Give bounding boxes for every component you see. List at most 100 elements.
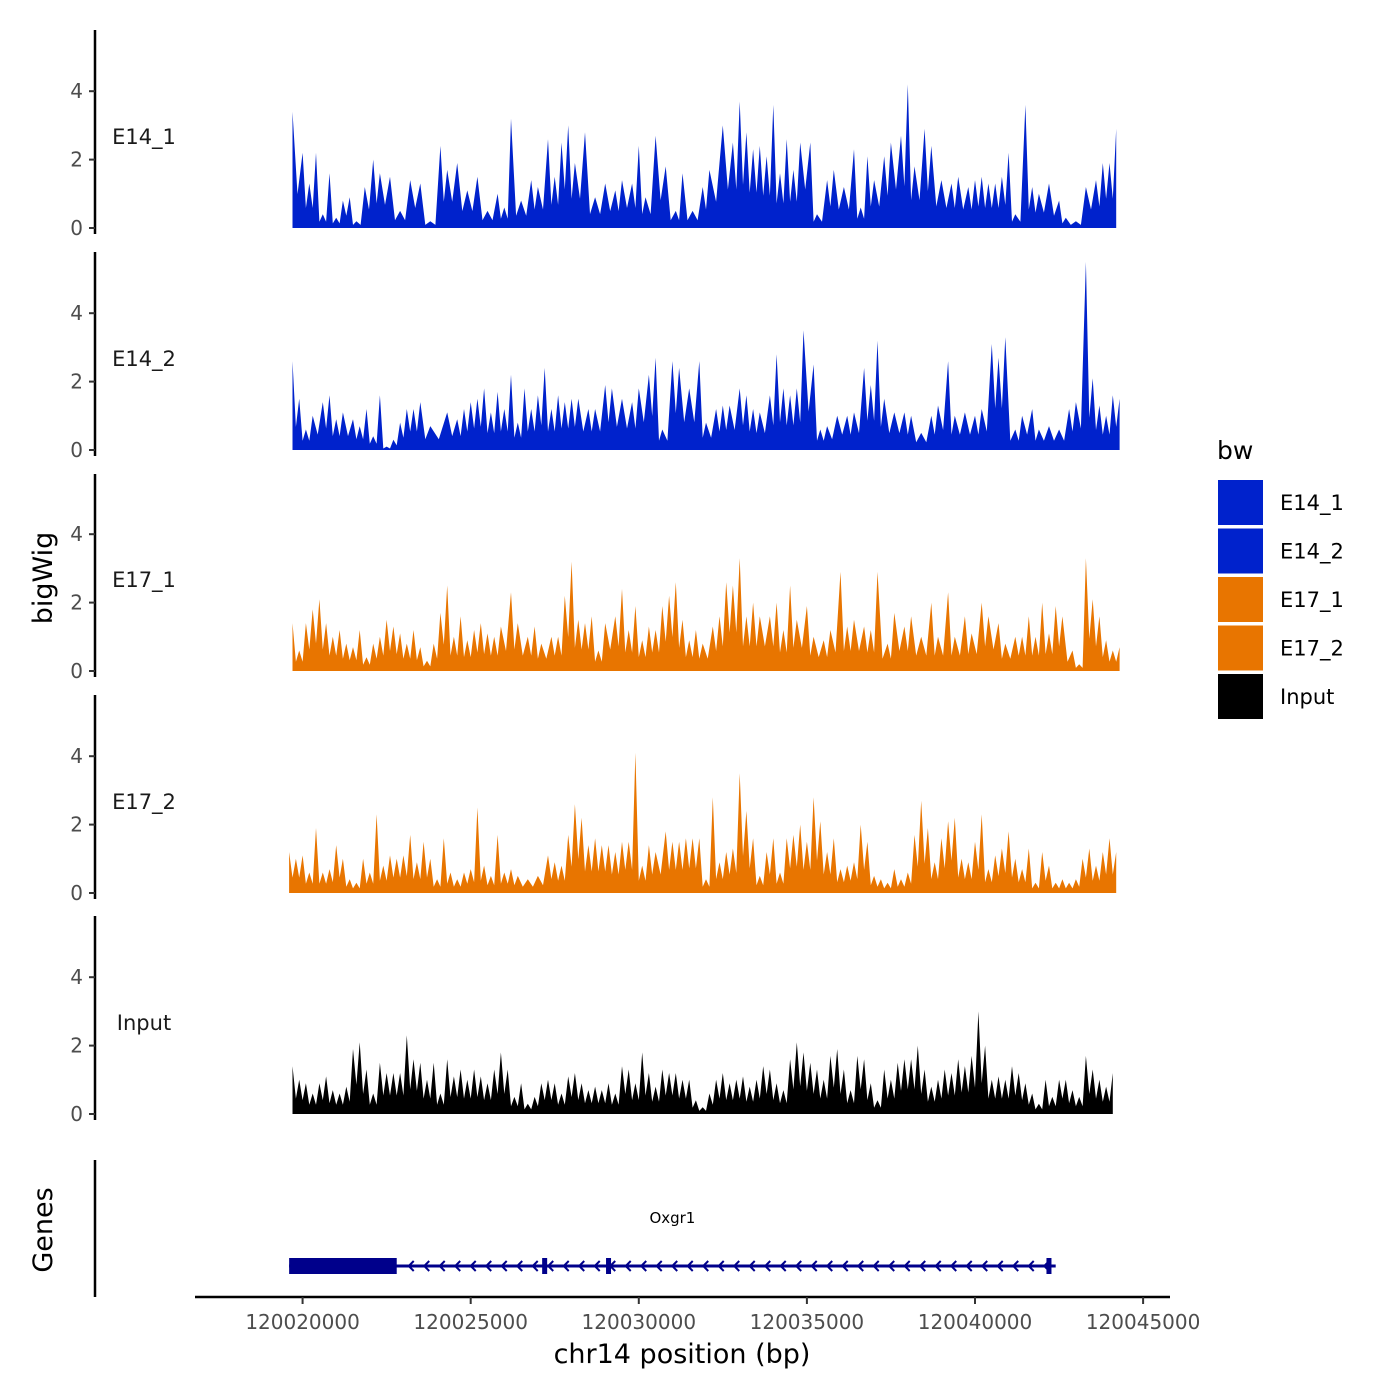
gene-exon-block — [289, 1258, 397, 1274]
x-tick-label: 120040000 — [918, 1310, 1033, 1334]
strand-arrow — [1042, 1260, 1050, 1272]
y-tick-label: 0 — [70, 881, 83, 905]
legend-swatch — [1218, 625, 1263, 671]
strand-arrow — [438, 1260, 446, 1272]
y-tick-label: 2 — [70, 813, 83, 837]
y-tick-label: 0 — [70, 438, 83, 462]
y-tick-label: 2 — [70, 370, 83, 394]
signal-area-e17-2 — [289, 752, 1117, 893]
x-tick-label: 120025000 — [413, 1310, 528, 1334]
track-label: E17_1 — [112, 568, 176, 593]
strand-arrow — [732, 1260, 740, 1272]
strand-arrow — [748, 1260, 756, 1272]
strand-arrow — [1027, 1260, 1035, 1272]
legend-swatch — [1218, 577, 1263, 622]
x-axis-title: chr14 position (bp) — [554, 1339, 811, 1370]
legend-title: bw — [1217, 436, 1253, 465]
strand-arrow — [996, 1260, 1004, 1272]
gene-exon-mark — [542, 1258, 548, 1274]
track-e17-2: 0 2 4 E17_2 — [70, 695, 1117, 905]
strand-arrow — [980, 1260, 988, 1272]
track-e14-1: 0 2 4 E14_1 — [70, 30, 1117, 240]
x-axis: 120020000 120025000 120030000 120035000 1200… — [195, 1295, 1201, 1334]
strand-arrow — [965, 1260, 973, 1272]
signal-area-input — [292, 1011, 1113, 1114]
strand-arrow — [407, 1260, 415, 1272]
y-tick-label: 4 — [70, 522, 83, 546]
strand-arrow — [872, 1260, 880, 1272]
y-tick-label: 4 — [70, 744, 83, 768]
track-label: E17_2 — [112, 790, 176, 815]
y-tick-label: 4 — [70, 79, 83, 103]
y-axis-title: bigWig — [28, 532, 59, 625]
signal-area-e14-1 — [292, 84, 1117, 229]
strand-arrow — [717, 1260, 725, 1272]
strand-arrow — [825, 1260, 833, 1272]
y-tick-label: 2 — [70, 148, 83, 172]
strand-arrow — [841, 1260, 849, 1272]
strand-arrow — [453, 1260, 461, 1272]
legend-item-e14-2: E14_2 — [1218, 528, 1344, 574]
strand-arrow — [887, 1260, 895, 1272]
signal-area-e17-1 — [292, 558, 1120, 671]
strand-arrow — [686, 1260, 694, 1272]
strand-arrow — [422, 1260, 430, 1272]
strand-arrow — [779, 1260, 787, 1272]
x-tick-label: 120020000 — [245, 1310, 360, 1334]
strand-arrow — [515, 1260, 523, 1272]
strand-arrow — [639, 1260, 647, 1272]
y-tick-label: 2 — [70, 591, 83, 615]
y-tick-label: 4 — [70, 301, 83, 325]
strand-arrow — [577, 1260, 585, 1272]
strand-arrow — [918, 1260, 926, 1272]
y-tick-label: 2 — [70, 1034, 83, 1058]
legend-label: E17_1 — [1280, 588, 1344, 613]
strand-arrow — [593, 1260, 601, 1272]
strand-arrow — [484, 1260, 492, 1272]
legend: bw E14_1 E14_2 E17_1 E17_2 Input — [1217, 436, 1344, 719]
strand-arrow — [903, 1260, 911, 1272]
legend-item-e17-2: E17_2 — [1218, 625, 1344, 671]
gene-exon-mark — [606, 1258, 612, 1274]
legend-swatch — [1218, 674, 1263, 719]
strand-arrow — [1011, 1260, 1019, 1272]
gene-name-label: Oxgr1 — [649, 1209, 695, 1227]
gene-track-title: Genes — [28, 1187, 59, 1272]
gene-exon-mark — [1046, 1258, 1052, 1274]
signal-area-e14-2 — [292, 261, 1120, 450]
strand-arrow — [655, 1260, 663, 1272]
gene-track: Oxgr1 — [93, 1160, 1056, 1297]
strand-arrow — [562, 1260, 570, 1272]
x-tick-label: 120045000 — [1086, 1310, 1201, 1334]
legend-label: E14_1 — [1280, 491, 1344, 516]
track-input: 0 2 4 Input — [70, 916, 1113, 1126]
legend-item-e17-1: E17_1 — [1218, 577, 1344, 622]
y-tick-label: 0 — [70, 216, 83, 240]
tracks: 0 2 4 E14_1 0 2 4 E14_2 0 2 4 E17_1 0 2 4 E17_2 0 2 4 Input — [70, 30, 1120, 1126]
strand-arrow — [670, 1260, 678, 1272]
legend-label: E17_2 — [1280, 637, 1344, 662]
legend-label: E14_2 — [1280, 540, 1344, 565]
track-e14-2: 0 2 4 E14_2 — [70, 252, 1120, 462]
strand-arrow — [949, 1260, 957, 1272]
strand-arrow — [608, 1260, 616, 1272]
x-tick-label: 120035000 — [750, 1310, 865, 1334]
strand-arrow — [763, 1260, 771, 1272]
strand-arrow — [469, 1260, 477, 1272]
strand-arrow — [701, 1260, 709, 1272]
x-tick-label: 120030000 — [582, 1310, 697, 1334]
strand-arrow — [794, 1260, 802, 1272]
legend-item-e14-1: E14_1 — [1218, 480, 1344, 525]
legend-label: Input — [1280, 685, 1334, 709]
strand-arrow — [624, 1260, 632, 1272]
track-label: E14_1 — [112, 125, 176, 150]
strand-arrow — [531, 1260, 539, 1272]
strand-arrow — [500, 1260, 508, 1272]
track-e17-1: 0 2 4 E17_1 — [70, 474, 1120, 683]
strand-arrow — [546, 1260, 554, 1272]
strand-arrow — [856, 1260, 864, 1272]
legend-swatch — [1218, 480, 1263, 525]
track-label: E14_2 — [112, 347, 176, 372]
legend-item-input: Input — [1218, 674, 1334, 719]
